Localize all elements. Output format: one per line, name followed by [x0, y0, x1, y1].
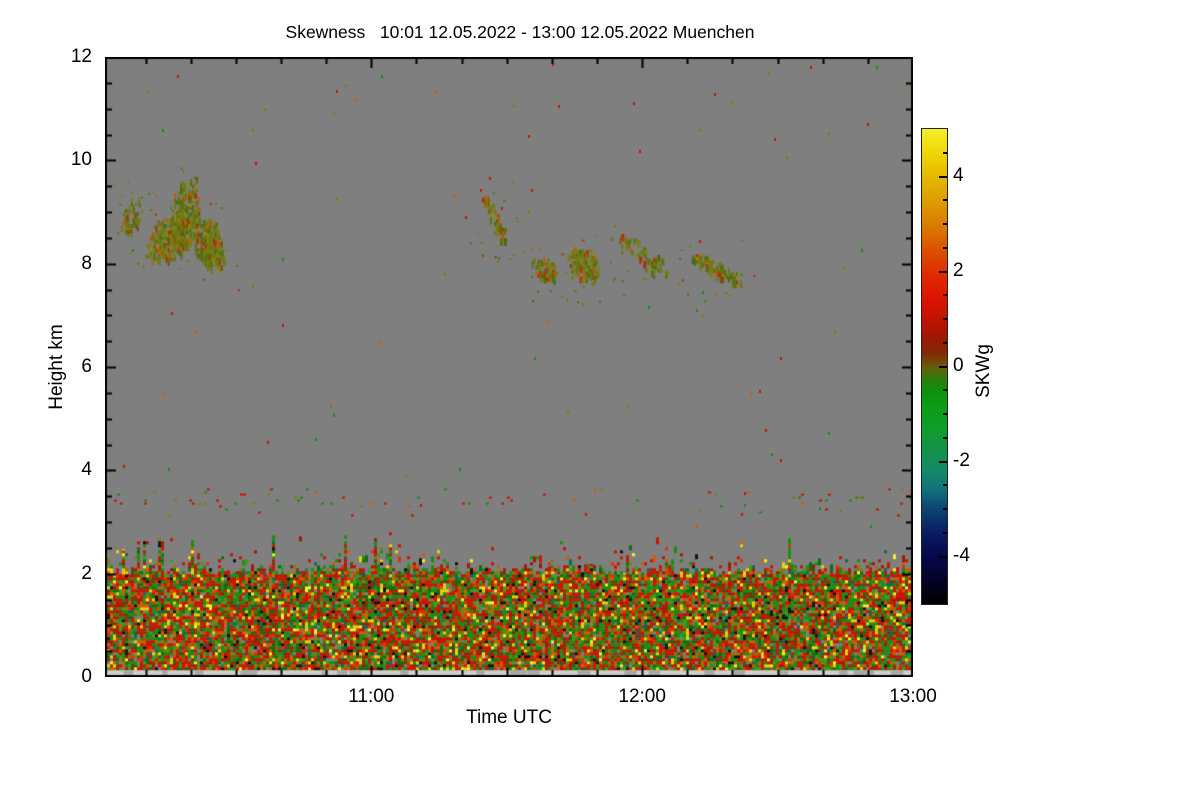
colorbar-tick [943, 531, 947, 534]
colorbar-tick [943, 223, 947, 225]
colorbar-tick-label: 2 [953, 259, 964, 281]
colorbar-tick-label: -4 [953, 544, 970, 566]
x-axis-title: Time UTC [466, 707, 552, 728]
colorbar-tick-label: 4 [953, 164, 964, 186]
colorbar-tick [943, 151, 947, 154]
colorbar-tick [943, 294, 947, 297]
colorbar-tick [943, 579, 947, 582]
colorbar-tick [943, 484, 947, 487]
colorbar-tick [943, 318, 947, 320]
colorbar-tick [943, 389, 947, 392]
y-tick-label: 12 [70, 46, 92, 67]
y-tick-label: 2 [81, 562, 92, 584]
colorbar-tick [943, 199, 947, 202]
y-tick-label: 6 [81, 356, 92, 377]
colorbar-tick [943, 413, 947, 415]
x-tick-label: 12:00 [618, 686, 666, 707]
y-tick-label: 10 [70, 149, 92, 171]
chart-title: Skewness 10:01 12.05.2022 - 13:00 12.05.… [285, 22, 755, 42]
colorbar-tick [939, 555, 947, 558]
colorbar-tick [943, 246, 947, 249]
x-tick-label: 11:00 [348, 686, 395, 707]
colorbar-tick [939, 270, 947, 273]
x-tick-label: 13:00 [889, 686, 937, 707]
colorbar [921, 128, 948, 605]
colorbar-tick-label: -2 [953, 449, 970, 471]
colorbar-tick [939, 175, 947, 178]
colorbar-tick [943, 436, 947, 439]
y-tick-label: 8 [81, 252, 92, 274]
y-tick-label: 4 [81, 459, 92, 481]
colorbar-tick [943, 508, 947, 510]
colorbar-tick [939, 460, 947, 463]
y-tick-label: 0 [81, 666, 92, 687]
heatmap-canvas [105, 57, 913, 677]
colorbar-tick [943, 341, 947, 344]
colorbar-tick [939, 365, 947, 368]
colorbar-tick-label: 0 [953, 354, 964, 376]
